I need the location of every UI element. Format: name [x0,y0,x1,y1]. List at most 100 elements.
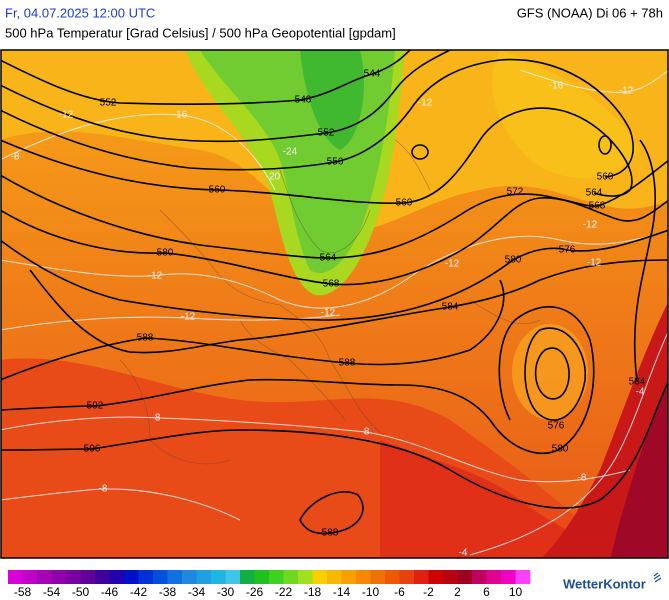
geopotential-label: 544 [364,69,381,80]
geopotential-isoline [633,139,656,383]
geopotential-label: 560 [597,172,614,183]
temperature-label: -12 [445,259,460,270]
temperature-label: -12 [619,86,634,97]
colorbar-label: 10 [509,585,523,599]
colorbar-swatch [138,570,154,584]
temperature-label: -12 [321,308,336,319]
geopotential-label: 572 [507,187,524,198]
geopotential-label: 588 [322,528,339,539]
geopotential-isoline [1,50,451,143]
colorbar-label: -22 [275,585,293,599]
colorbar-swatch [399,570,415,584]
temperature-label: -4 [636,387,645,398]
temperature-label: -12 [587,258,602,269]
temperature-isoline [519,69,668,93]
map: 552 548 544 552 556 560 560 564 568 572 … [1,50,668,559]
colorbar-label: -18 [304,585,322,599]
temperature-label: -16 [173,110,188,121]
colorbar-label: -34 [188,585,206,599]
geopotential-label: 576 [559,245,576,256]
temperature-label: -8 [152,413,161,424]
colorbar-swatch [37,570,52,584]
temperature-isoline [1,416,631,483]
colorbar-label: -42 [130,585,148,599]
geopotential-label: 568 [323,279,340,290]
brand-logo: WetterKontor [563,576,646,591]
geopotential-label: 596 [84,444,101,455]
geopotential-isoline [1,197,668,286]
temperature-isoline [1,488,241,521]
colorbar-label: -26 [246,585,264,599]
colorbar-swatch [486,570,502,584]
geopotential-isoline [598,135,612,155]
geopotential-label: 556 [327,157,344,168]
geopotential-label: 580 [552,444,569,455]
colorbar-swatch [428,570,444,584]
colorbar-swatch [124,570,139,584]
colorbar-swatch [225,570,241,584]
colorbar-swatch [341,570,357,584]
colorbar-swatch [51,570,67,584]
geopotential-label: 568 [589,201,606,212]
colorbar-swatch [501,570,516,584]
temperature-label: -12 [583,220,598,231]
colorbar-swatch [8,570,23,584]
colorbar-swatch [443,570,458,584]
geopotential-isoline [1,229,668,321]
colorbar-label: -58 [14,585,32,599]
temperature-label: -12 [59,110,74,121]
colorbar: -58 -54 -50 -46 -42 -38 -34 -30 -26 -22 -18 -14 -10-… [8,570,531,599]
colorbar-swatch [472,570,487,584]
brand-mark [653,572,662,583]
geopotential-isoline [299,491,364,535]
temperature-label: -8 [361,427,370,438]
colorbar-swatch [211,570,226,584]
geopotential-label: 576 [548,421,565,432]
colorbar-label: 2 [454,585,461,599]
geopotential-label: 564 [586,188,603,199]
colorbar-swatch [167,570,183,584]
colorbar-swatch [327,570,342,584]
temperature-isoline [1,113,276,191]
geopotential-labels: 552 548 544 552 556 560 560 564 568 572 … [84,69,646,539]
temperature-label: -8 [578,473,587,484]
header-subtitle: 500 hPa Temperatur [Grad Celsius] / 500 … [5,25,396,40]
colorbar-label: -14 [333,585,351,599]
colorbar-swatch [182,570,197,584]
colorbar-swatch [385,570,400,584]
header-model: GFS (NOAA) Di 06 + 78h [517,5,663,20]
temperature-isoline [469,330,668,556]
geopotential-label: 588 [137,333,154,344]
geopotential-isoline [1,380,668,509]
geopotential-isoline [524,327,586,421]
colorbar-label: -38 [159,585,177,599]
colorbar-swatch [22,570,38,584]
colorbar-swatch [95,570,110,584]
colorbar-swatch [153,570,168,584]
geopotential-label: 584 [442,302,459,313]
colorbar-swatch [515,570,531,584]
geopotential-label: 588 [339,358,356,369]
temperature-label: -12 [418,98,433,109]
cold-core [300,50,364,150]
geopotential-label: 592 [87,401,104,412]
colorbar-swatch [66,570,81,584]
temperature-label: -16 [549,81,564,92]
colorbar-swatch [457,570,473,584]
geopotential-isoline [1,50,411,106]
temperature-label: -12 [148,271,163,282]
geopotential-label: 564 [320,253,337,264]
geopotential-label: 580 [505,255,522,266]
geopotential-isoline [534,347,570,400]
geopotential-label: 584 [629,377,646,388]
geopotential-isoline [411,144,429,160]
temperature-label: -4 [459,548,468,559]
hot-core [610,382,668,558]
colorbar-label: -10 [362,585,380,599]
geopotential-isoline [29,259,668,354]
header-datetime: Fr, 04.07.2025 12:00 UTC [5,5,155,20]
geopotential-label: 552 [318,128,335,139]
colorbar-label: -2 [423,585,434,599]
colorbar-swatch [109,570,125,584]
